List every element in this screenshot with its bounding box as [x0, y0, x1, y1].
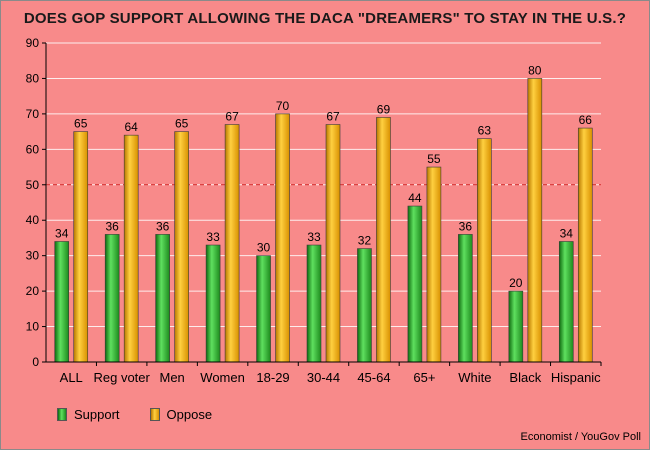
data-label-support: 36 [156, 219, 170, 233]
bar-oppose [275, 113, 290, 363]
y-tick-label: 60 [26, 142, 40, 156]
data-label-support: 33 [307, 230, 321, 244]
data-label-support: 36 [459, 219, 473, 233]
data-label-support: 33 [206, 230, 220, 244]
y-tick-label: 70 [26, 107, 40, 121]
bar-oppose [123, 134, 139, 363]
bar-support [306, 244, 322, 363]
y-tick-label: 30 [26, 249, 40, 263]
data-label-oppose: 65 [175, 117, 189, 131]
data-label-support: 30 [257, 241, 271, 255]
data-label-oppose: 70 [276, 99, 290, 113]
bar-support [54, 241, 70, 363]
x-tick-label: 30-44 [307, 370, 340, 385]
data-label-support: 36 [106, 219, 120, 233]
bar-oppose [224, 124, 240, 363]
y-tick-label: 90 [26, 36, 40, 50]
x-tick-label: Hispanic [551, 370, 601, 385]
legend-item-oppose: Oppose [149, 407, 213, 422]
bar-oppose [325, 124, 341, 363]
bar-support [205, 244, 221, 363]
x-tick-label: 45-64 [357, 370, 390, 385]
x-tick-label: Men [159, 370, 184, 385]
data-label-oppose: 66 [579, 113, 593, 127]
bar-support [104, 234, 120, 363]
data-label-oppose: 80 [528, 63, 542, 77]
data-label-support: 32 [358, 234, 372, 248]
bar-oppose [477, 138, 492, 363]
bar-oppose [577, 127, 593, 363]
data-label-oppose: 65 [74, 117, 88, 131]
data-label-oppose: 55 [427, 152, 441, 166]
bar-oppose [73, 131, 89, 363]
x-tick-label: White [458, 370, 491, 385]
bar-support [256, 255, 271, 363]
bar-oppose [527, 78, 543, 363]
data-label-oppose: 67 [326, 110, 340, 124]
y-tick-label: 40 [26, 213, 40, 227]
y-tick-label: 80 [26, 71, 40, 85]
legend-item-support: Support [57, 407, 120, 422]
legend-label-oppose: Oppose [166, 407, 213, 422]
bar-support [155, 234, 170, 363]
x-tick-label: 65+ [413, 370, 435, 385]
data-label-oppose: 64 [125, 120, 139, 134]
bar-support [558, 241, 574, 363]
bar-oppose [174, 131, 189, 363]
y-tick-label: 10 [26, 320, 40, 334]
x-tick-label: Women [200, 370, 245, 385]
data-label-oppose: 67 [225, 110, 239, 124]
bar-support [508, 290, 524, 363]
data-label-oppose: 63 [478, 124, 492, 138]
bar-support [357, 248, 372, 363]
legend-swatch-oppose [149, 408, 160, 421]
data-label-support: 34 [55, 226, 69, 240]
x-tick-label: 18-29 [256, 370, 289, 385]
legend-swatch-support [57, 408, 67, 421]
bar-oppose [376, 117, 391, 363]
data-label-support: 34 [560, 226, 574, 240]
legend-label-support: Support [74, 407, 120, 422]
bar-support [407, 205, 423, 363]
data-label-support: 20 [509, 276, 523, 290]
x-tick-label: Reg voter [93, 370, 150, 385]
y-tick-label: 20 [26, 284, 40, 298]
bar-support [458, 234, 473, 363]
chart-legend: Support Oppose [57, 407, 242, 422]
data-label-support: 44 [408, 191, 422, 205]
y-tick-label: 0 [32, 355, 39, 369]
source-note: Economist / YouGov Poll [520, 431, 641, 443]
bar-oppose [426, 166, 442, 363]
y-tick-label: 50 [26, 178, 40, 192]
x-tick-label: ALL [60, 370, 83, 385]
chart-title: DOES GOP SUPPORT ALLOWING THE DACA "DREA… [23, 10, 627, 27]
x-tick-label: Black [509, 370, 541, 385]
data-label-oppose: 69 [377, 102, 391, 116]
